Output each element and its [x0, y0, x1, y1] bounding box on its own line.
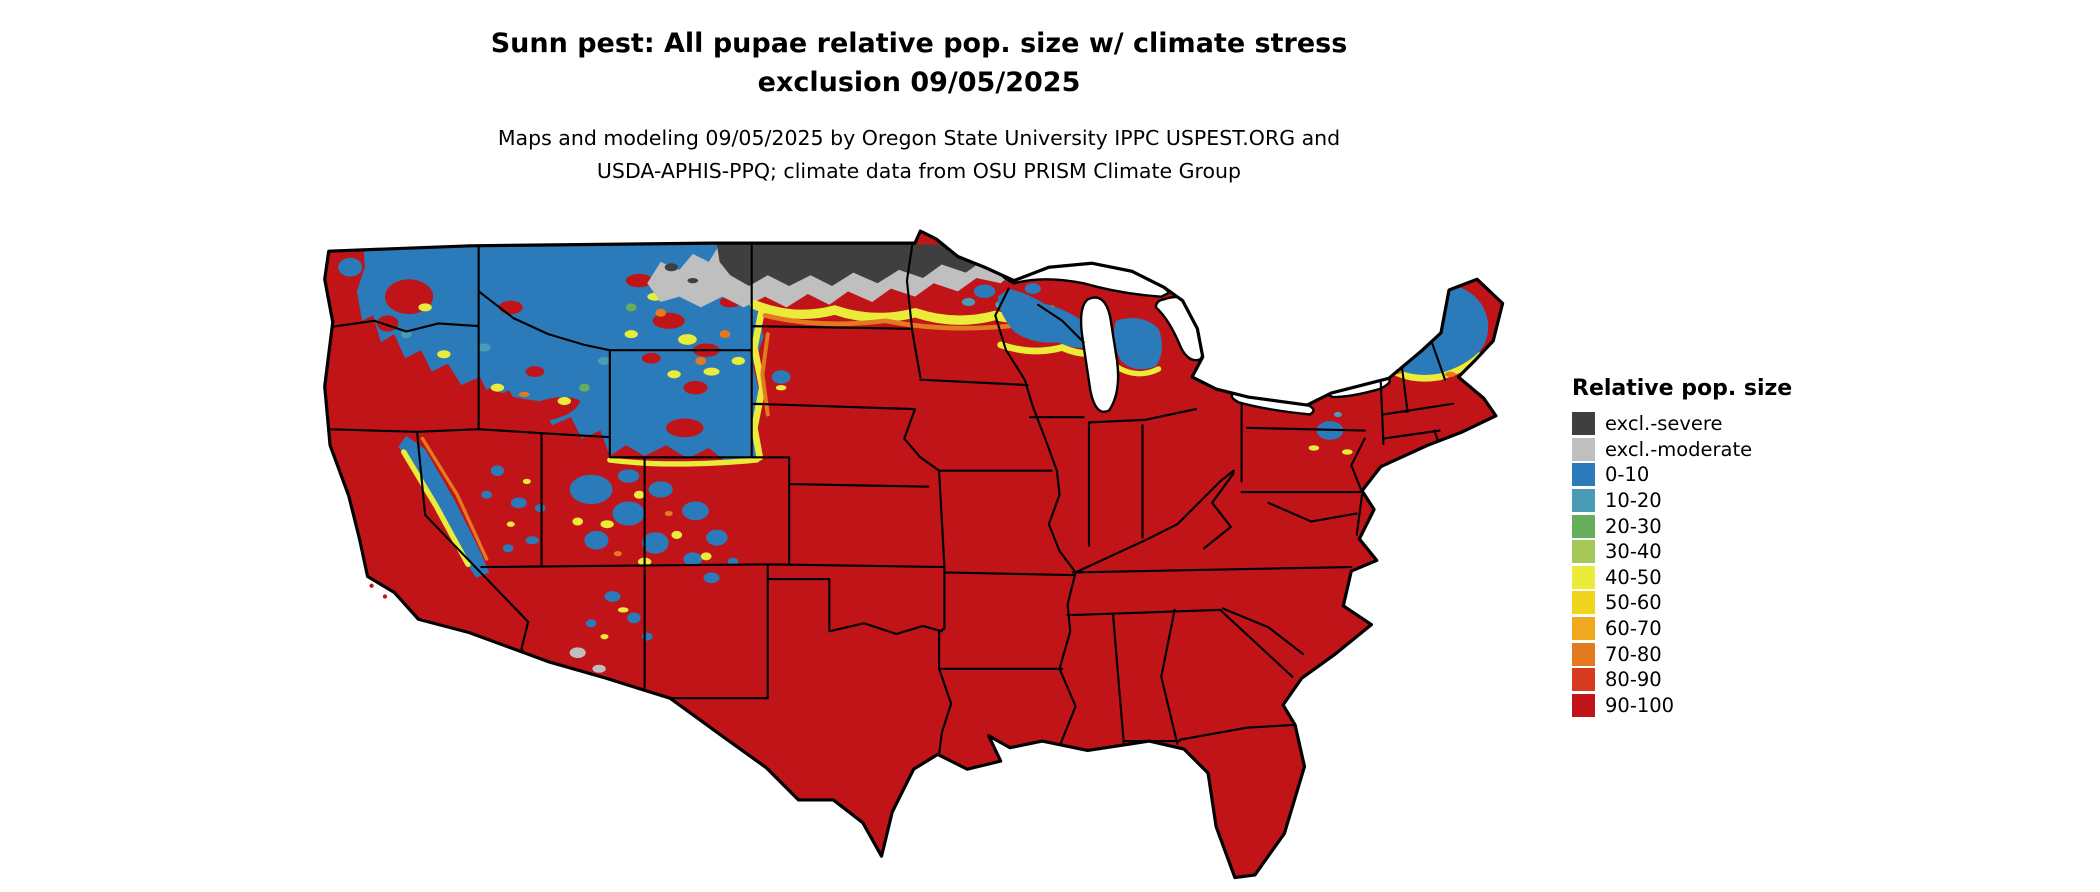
region-0-10-adirondacks — [1324, 347, 1379, 386]
legend-row: 80-90 — [1572, 667, 1792, 693]
catskills-teal-speck — [1333, 411, 1342, 418]
state-borders — [326, 243, 1455, 756]
map-raster — [324, 231, 1503, 878]
legend-swatch-10-20 — [1572, 489, 1595, 513]
subtitle-block: Maps and modeling 09/05/2025 by Oregon S… — [498, 122, 1340, 188]
legend-row: 20-30 — [1572, 513, 1792, 539]
west-yellow-specks — [418, 292, 745, 406]
west-green-specks — [579, 303, 637, 392]
map-title-line-1: Sunn pest: All pupae relative pop. size … — [490, 28, 1348, 59]
legend-label: 90-100 — [1605, 693, 1675, 717]
legend-label: excl.-moderate — [1605, 437, 1753, 461]
legend-swatch-excl-moderate — [1572, 437, 1595, 461]
map-legend: Relative pop. size excl.-severe excl.-mo… — [1572, 376, 1792, 718]
legend-row: 10-20 — [1572, 488, 1792, 514]
region-0-10-michigan-north — [1113, 318, 1163, 370]
map-subtitle-line-1: Maps and modeling 09/05/2025 by Oregon S… — [497, 126, 1341, 150]
west-orange-specks — [518, 308, 731, 398]
legend-label: 0-10 — [1605, 463, 1650, 487]
legend-row: 0-10 — [1572, 462, 1792, 488]
legend-swatch-40-50 — [1572, 565, 1595, 589]
legend-label: 70-80 — [1605, 642, 1662, 666]
region-0-10-michigan-up — [1030, 302, 1098, 348]
legend-label: 30-40 — [1605, 540, 1662, 564]
map-title-line-2: exclusion 09/05/2025 — [757, 67, 1081, 98]
black-hills-yellow — [775, 385, 787, 391]
arizona-yellow-specks — [600, 607, 629, 640]
utah-colorado-orange — [613, 510, 673, 557]
nevada-yellow-specks — [506, 478, 531, 527]
legend-swatch-60-70 — [1572, 617, 1595, 641]
michigan-yellow-fringe — [1113, 363, 1162, 377]
title-block: Sunn pest: All pupae relative pop. size … — [491, 24, 1348, 102]
region-0-10-olympics — [338, 257, 363, 277]
us-outline — [323, 229, 1505, 880]
legend-title: Relative pop. size — [1572, 376, 1793, 401]
legend-label: 50-60 — [1605, 591, 1662, 615]
utah-colorado-blue — [569, 469, 728, 566]
legend-swatch-excl-severe — [1572, 412, 1595, 436]
legend-row: excl.-moderate — [1572, 437, 1792, 463]
catskills-yellow-specks — [1308, 445, 1353, 455]
legend-label: 20-30 — [1605, 514, 1662, 538]
legend-swatch-20-30 — [1572, 514, 1595, 538]
arizona-gray-specks — [569, 647, 606, 673]
legend-swatch-50-60 — [1572, 591, 1595, 615]
legend-row: 70-80 — [1572, 641, 1792, 667]
map-subtitle-line-2: USDA-APHIS-PPQ; climate data from OSU PR… — [596, 159, 1242, 183]
legend-label: 40-50 — [1605, 565, 1662, 589]
legend-label: 60-70 — [1605, 617, 1662, 641]
plains-orange-fringe — [760, 332, 770, 417]
legend-label: excl.-severe — [1605, 412, 1723, 436]
wyoming-south-fringe — [607, 457, 760, 467]
region-excl-severe — [716, 244, 1025, 286]
lake-michigan — [1079, 296, 1120, 413]
legend-row: 30-40 — [1572, 539, 1792, 565]
dakotas-orange-fringe — [762, 313, 1036, 331]
legend-swatch-0-10 — [1572, 463, 1595, 487]
legend-swatch-70-80 — [1572, 642, 1595, 666]
legend-row: 50-60 — [1572, 590, 1792, 616]
channel-islands — [369, 583, 388, 599]
legend-swatch-80-90 — [1572, 668, 1595, 692]
nevada-blue-specks — [481, 465, 546, 553]
legend-label: 10-20 — [1605, 489, 1662, 513]
legend-swatch-30-40 — [1572, 540, 1595, 564]
utah-colorado-yellow — [572, 490, 712, 566]
sierra-yellow-fringe — [401, 449, 471, 568]
black-hills-blue — [771, 370, 791, 384]
legend-label: 80-90 — [1605, 668, 1662, 692]
us-conus-map — [323, 229, 1505, 880]
legend-row: 90-100 — [1572, 693, 1792, 719]
legend-swatch-90-100 — [1572, 693, 1595, 717]
legend-row: excl.-severe — [1572, 411, 1792, 437]
sierra-orange-fringe — [420, 436, 489, 561]
legend-row: 40-50 — [1572, 565, 1792, 591]
legend-row: 60-70 — [1572, 616, 1792, 642]
